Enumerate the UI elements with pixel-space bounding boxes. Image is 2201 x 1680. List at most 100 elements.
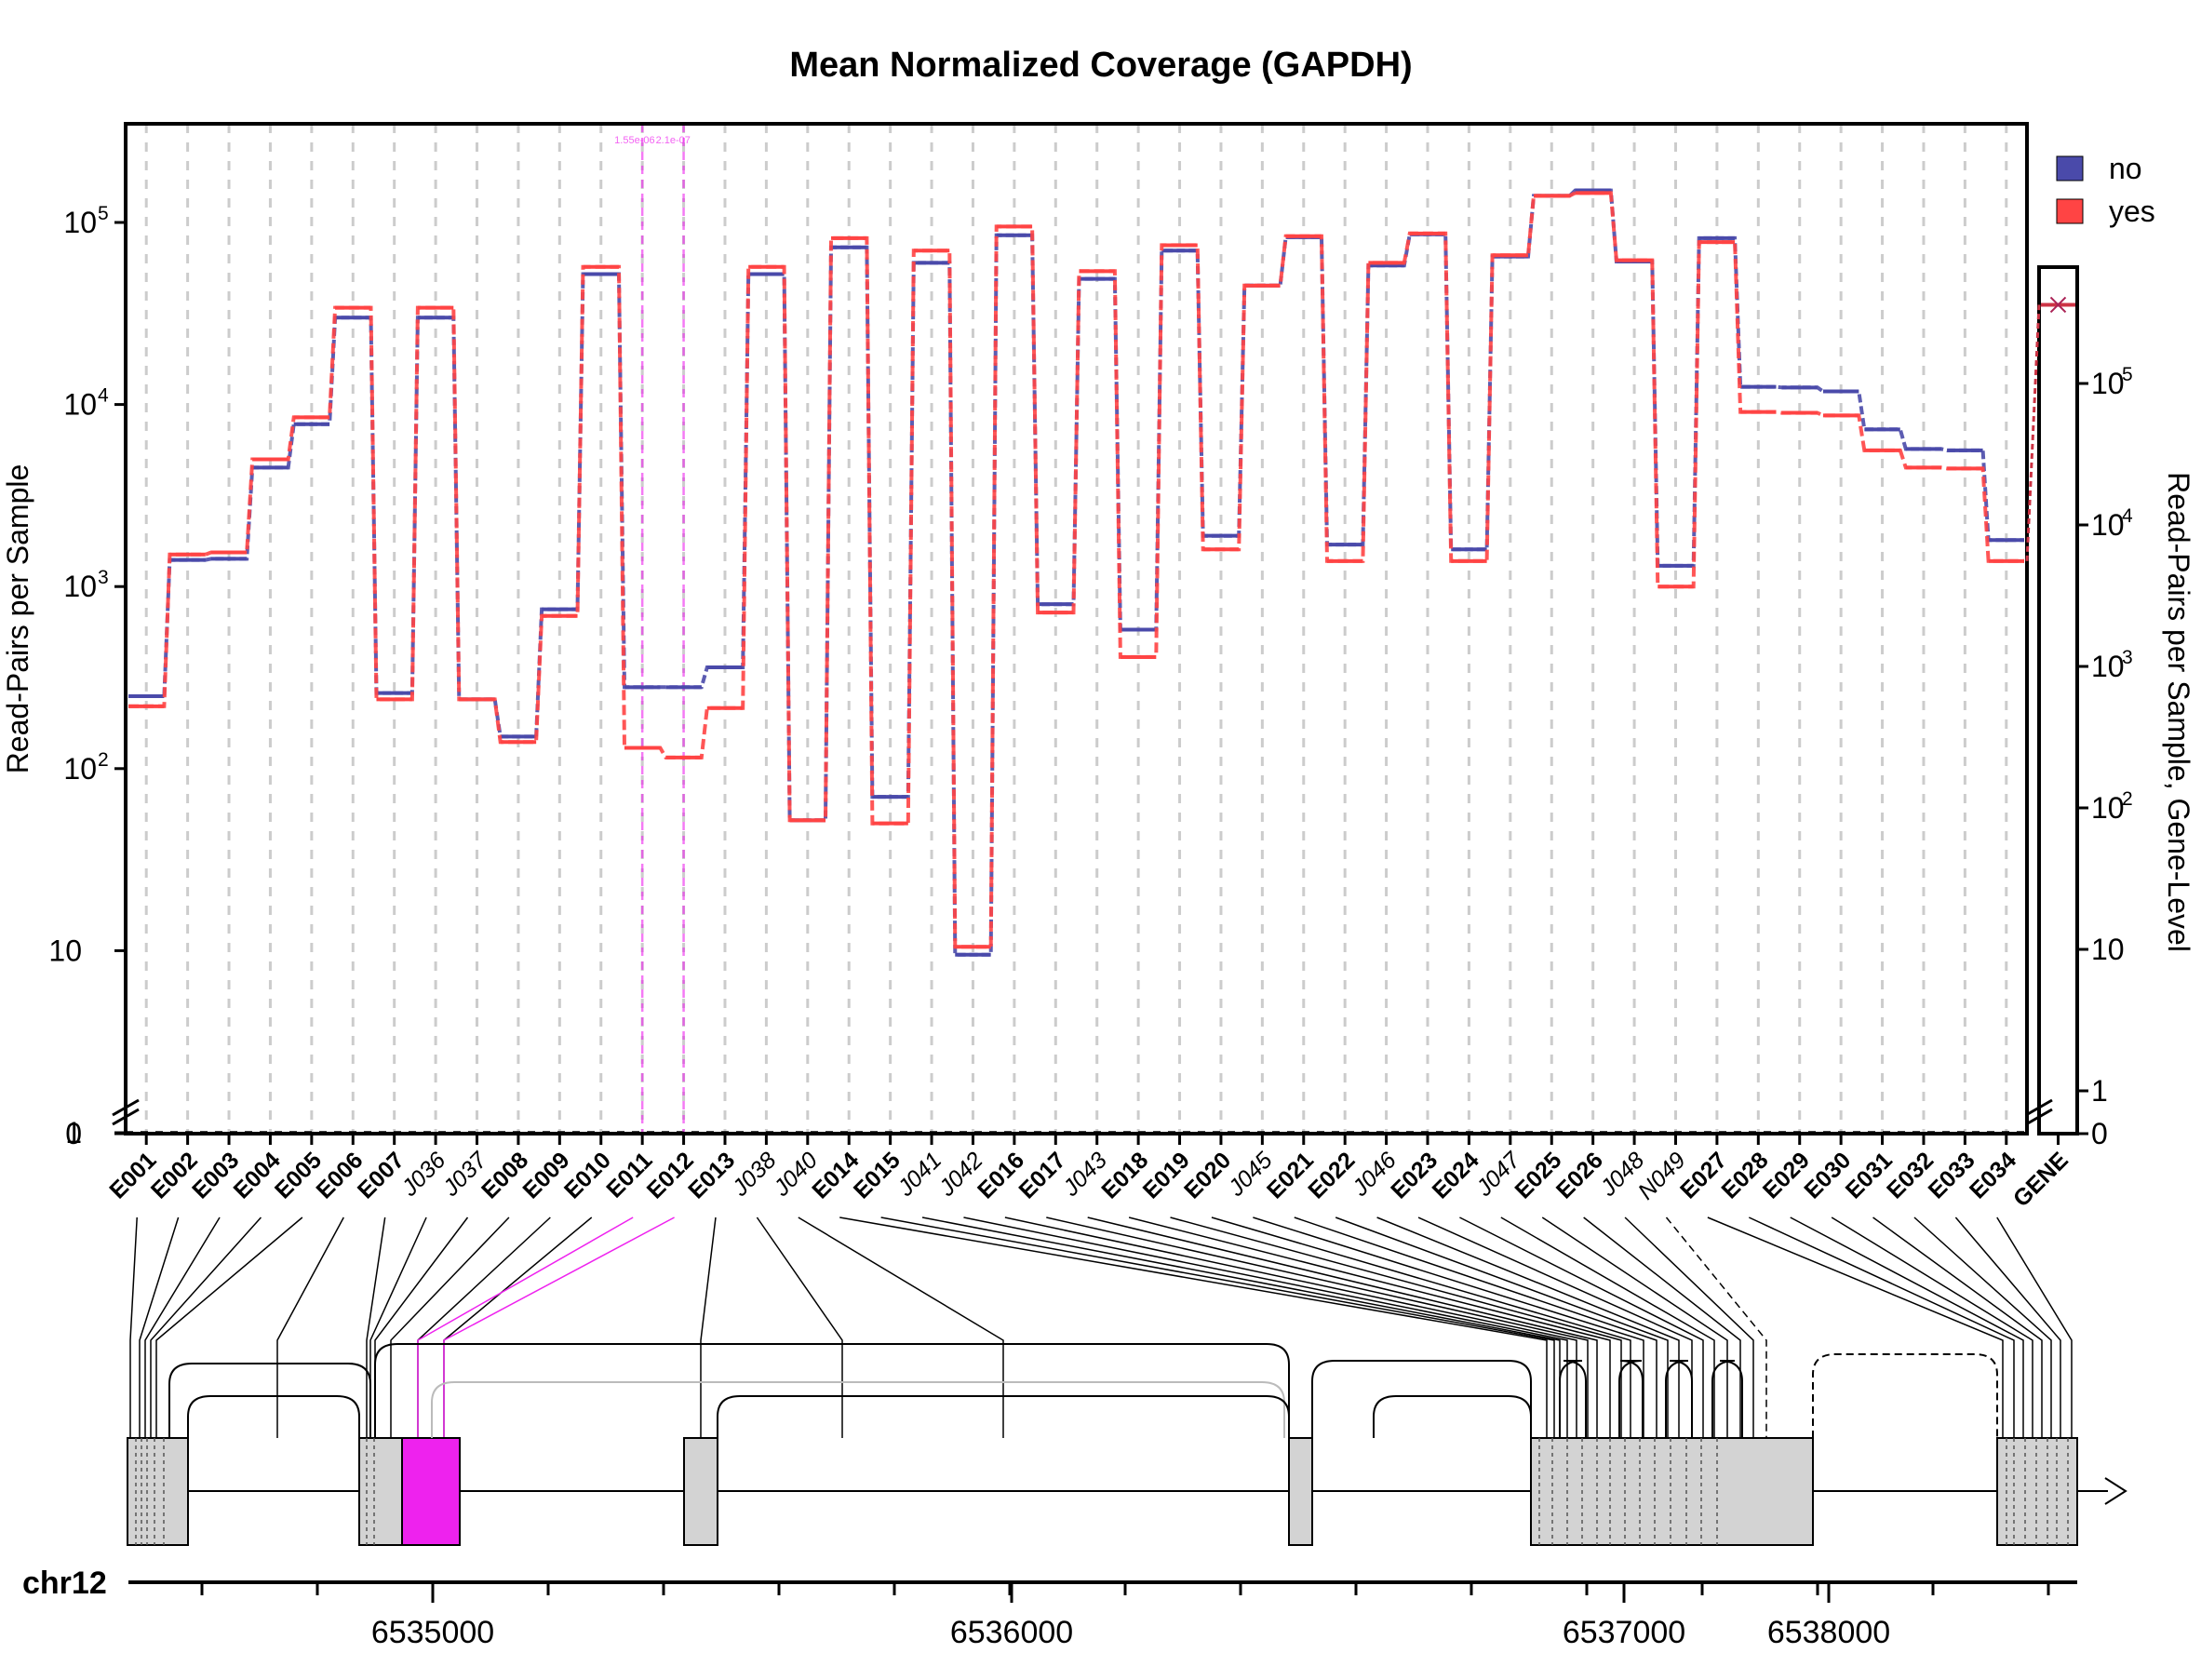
exon-block [683,1437,718,1546]
y-tick-exponent: 5 [98,203,109,224]
x-label: J036 [396,1147,450,1202]
x-label: E017 [1013,1147,1070,1203]
genome-axis: chr12 6535000 6536000 6537000 6538000 [22,1566,2077,1650]
feature-connector [700,1216,717,1438]
feature-connector-lines [129,1216,2073,1438]
y-right-tick-exponent: 5 [2122,364,2133,385]
axis-break-mark [112,1108,140,1126]
feature-connector [129,1216,138,1438]
y-right-tick-exponent: 2 [2122,788,2133,810]
chromosome-label: chr12 [22,1566,107,1601]
x-label: E033 [1924,1147,1980,1203]
x-label: E012 [642,1147,699,1203]
junction-arc [431,1381,1285,1438]
plot-border [124,122,2029,1136]
x-label: N049 [1633,1147,1691,1204]
axis-break-mark [112,1098,140,1117]
feature-connector [1500,1216,1715,1438]
x-label: E003 [187,1147,244,1203]
x-label: E020 [1179,1147,1236,1203]
feature-connector [921,1216,1561,1438]
feature-connector [144,1216,221,1438]
y-right-tick-exponent: 4 [2122,505,2133,527]
y-tick-label: 10 [63,570,97,603]
junction-arc [1311,1360,1532,1438]
axis-break-mark [2025,1098,2053,1117]
x-label: E002 [146,1147,203,1203]
genome-tick-label: 6536000 [950,1615,1073,1650]
gene-model [127,1343,2127,1546]
y-right-tick-label: 10 [2091,508,2125,542]
highlighted-exon [401,1437,461,1546]
x-label: E021 [1262,1147,1319,1203]
y-right-tick-label: 10 [2091,650,2125,683]
y-axis-right-label: Read-Pairs per Sample, Gene-Level [2162,472,2195,952]
y-tick-label: 10 [63,752,97,786]
feature-connector [1872,1216,2043,1438]
y-right-tick-label: 0 [2091,1117,2108,1150]
significance-pvalue: 1.55e-06 [614,135,654,146]
gene-level-panel [2025,296,2075,561]
feature-connector [374,1216,469,1438]
genome-tick-label: 6538000 [1767,1615,1890,1650]
junction-arc [1373,1395,1532,1438]
series-line-no [128,188,2024,957]
junction-arc [168,1363,371,1438]
feature-connector [1170,1216,1622,1438]
feature-connector [417,1216,634,1438]
x-label: E031 [1841,1147,1898,1203]
significance-pvalue: 2.1e-07 [656,135,691,146]
x-label: E029 [1758,1147,1815,1203]
feature-connector [1087,1216,1598,1438]
feature-connector [1583,1216,1741,1438]
x-label: E028 [1716,1147,1773,1203]
junction-arc [374,1343,1290,1438]
exon-block [1996,1437,2078,1546]
x-label: E019 [1138,1147,1195,1203]
significance-markers: 1.55e-06 2.1e-07 [614,124,691,1134]
x-label: J041 [892,1147,946,1202]
x-label: E010 [559,1147,616,1203]
x-label: E008 [476,1147,533,1203]
x-label: E026 [1551,1147,1608,1203]
feature-connector [276,1216,344,1438]
legend: no yes [2056,152,2155,228]
x-label: J038 [727,1147,782,1202]
series-line-yes [128,191,2024,949]
x-label: E025 [1510,1147,1566,1203]
feature-connector [390,1216,510,1438]
feature-connector [443,1216,675,1438]
junction-arc [187,1395,360,1438]
x-label: E004 [229,1147,286,1203]
y-right-tick-label: 10 [2091,367,2125,400]
legend-swatch-yes [2056,198,2084,224]
x-label: E014 [807,1147,864,1203]
x-label: E032 [1882,1147,1939,1203]
y-tick-exponent: 2 [98,749,109,771]
chart-title: Mean Normalized Coverage (GAPDH) [789,46,1412,85]
y-tick-label: 10 [63,206,97,239]
exon-block [1530,1437,1814,1546]
feature-connector [1004,1216,1577,1438]
junction-arc [717,1395,1290,1438]
y-right-tick-label: 10 [2091,933,2125,966]
y-axis-label: Read-Pairs per Sample [1,464,34,774]
feature-connector [1790,1216,2024,1438]
exon-block [127,1437,189,1546]
feature-connector [1665,1216,1767,1438]
feature-connector [139,1216,180,1438]
y-tick-label: 0 [65,1117,82,1150]
y-tick-exponent: 3 [98,567,109,588]
x-label: GENE [2008,1147,2074,1212]
feature-connector [417,1216,551,1438]
x-label: E024 [1428,1147,1484,1203]
feature-connector [1913,1216,2052,1438]
x-label: E006 [311,1147,368,1203]
feature-connector [839,1216,1548,1438]
feature-connector [1707,1216,2004,1438]
feature-connector [1996,1216,2073,1438]
feature-connector [1459,1216,1704,1438]
